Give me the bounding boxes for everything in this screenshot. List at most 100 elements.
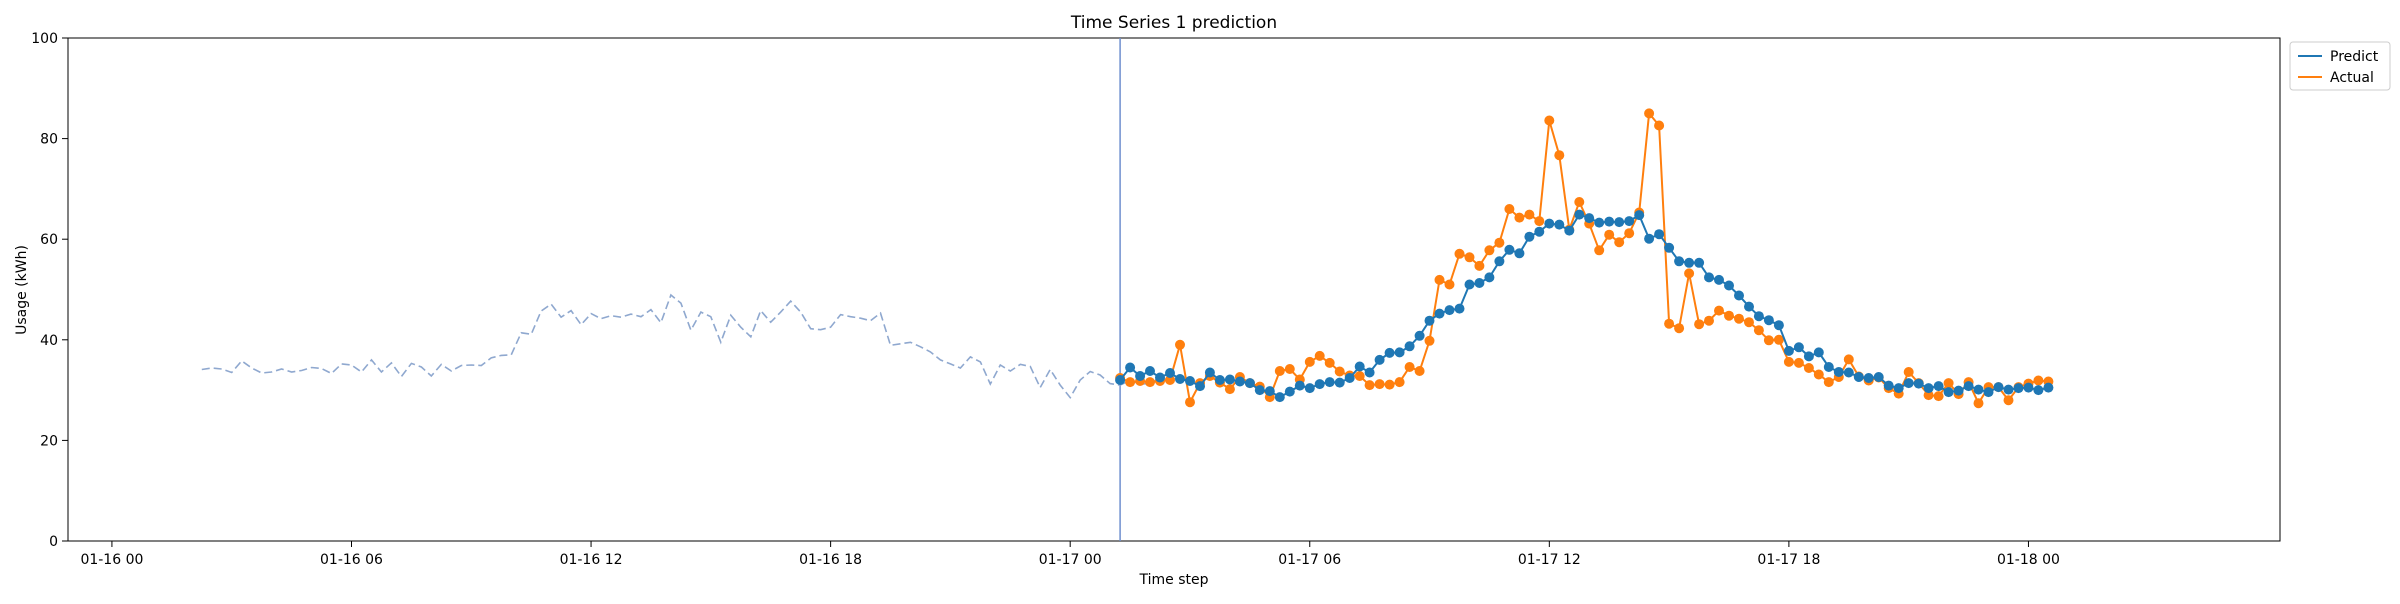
actual-point (1783, 356, 1794, 367)
legend: Predict Actual (2289, 41, 2391, 91)
predict-point (1724, 280, 1734, 291)
predict-point (1833, 367, 1844, 377)
predict-point (1244, 378, 1255, 389)
actual-point (1644, 108, 1655, 119)
predict-point (1604, 216, 1615, 227)
predict-point (1684, 257, 1695, 268)
predict-point (1704, 272, 1714, 283)
x-tick-label: 01-17 06 (1278, 552, 1341, 568)
predict-point (1694, 257, 1705, 268)
actual-point (1684, 268, 1695, 279)
legend-label-predict: Predict (2330, 49, 2379, 65)
predict-point (1773, 320, 1784, 331)
actual-point (1424, 335, 1435, 346)
predict-point (1983, 387, 1994, 398)
plot-frame (67, 37, 2281, 542)
predict-point (1753, 311, 1764, 322)
predict-point (1674, 256, 1685, 267)
predict-point (1344, 373, 1355, 383)
actual-point (1574, 197, 1585, 207)
actual-point (1813, 369, 1824, 380)
predict-point (1664, 242, 1675, 253)
actual-point (1494, 237, 1505, 248)
predict-point (1135, 371, 1146, 381)
predict-point (1534, 226, 1545, 237)
x-tick-label: 01-18 00 (1997, 552, 2060, 568)
actual-point (1165, 375, 1175, 385)
actual-point (1334, 366, 1345, 377)
actual-point (1714, 305, 1724, 316)
predict-point (1594, 217, 1605, 228)
actual-point (1923, 390, 1934, 401)
actual-point (1404, 362, 1415, 372)
predict-point (1454, 303, 1465, 314)
predict-point (1863, 373, 1874, 383)
predict-point (1963, 381, 1974, 392)
actual-point (1654, 120, 1665, 131)
predict-point (1115, 375, 1126, 385)
legend-label-actual: Actual (2330, 70, 2374, 86)
actual-point (1763, 335, 1774, 346)
actual-point (1324, 357, 1335, 368)
actual-point (1364, 380, 1375, 391)
predict-point (1953, 385, 1964, 396)
x-tick-label: 01-16 12 (560, 552, 623, 568)
predict-point (1125, 362, 1136, 373)
x-axis-title: Time step (1139, 572, 1209, 588)
predict-point (1414, 330, 1425, 341)
predict-point (1274, 392, 1285, 403)
predict-point (1434, 308, 1445, 319)
predict-point (1294, 380, 1305, 391)
predict-point (1524, 231, 1535, 242)
predict-point (1224, 374, 1235, 385)
predict-point (1155, 372, 1165, 383)
predict-point (1444, 305, 1455, 316)
actual-point (1843, 354, 1854, 365)
actual-point (1145, 377, 1155, 388)
predict-point (1464, 279, 1475, 290)
predict-point (1324, 377, 1335, 388)
predict-point (1913, 378, 1924, 389)
actual-point (1374, 379, 1385, 390)
actual-point (1304, 356, 1315, 367)
predict-point (1284, 386, 1295, 397)
actual-point (1734, 313, 1744, 324)
predict-point (1504, 244, 1515, 255)
history-line (201, 293, 1181, 400)
actual-point (1614, 237, 1625, 248)
predict-point (1654, 229, 1665, 240)
predict-point (1744, 301, 1754, 312)
predict-point (1564, 225, 1575, 236)
predict-point (1793, 342, 1804, 353)
actual-point (1753, 325, 1764, 336)
predict-point (1574, 209, 1585, 220)
predict-point (1334, 377, 1345, 388)
actual-point (1504, 204, 1515, 214)
actual-point (1594, 245, 1605, 256)
actual-point (1604, 229, 1615, 240)
predict-point (1474, 278, 1485, 288)
y-tick-label: 0 (49, 534, 58, 550)
predict-point (1933, 381, 1944, 392)
chart-title: Time Series 1 prediction (1070, 13, 1277, 33)
actual-point (1524, 209, 1535, 220)
actual-point (1514, 212, 1525, 223)
predict-point (1554, 219, 1565, 230)
predict-point (1165, 368, 1175, 378)
predict-point (1384, 347, 1395, 358)
predict-point (2043, 382, 2054, 393)
actual-point (1384, 379, 1395, 390)
actual-series (1115, 108, 2054, 409)
actual-point (1674, 323, 1685, 334)
predict-point (1973, 384, 1984, 395)
actual-point (2003, 395, 2014, 406)
y-tick-label: 100 (31, 31, 58, 47)
predict-point (2013, 383, 2024, 394)
predict-point (1993, 382, 2004, 393)
actual-point (1224, 384, 1235, 395)
actual-point (1554, 150, 1565, 161)
actual-point (1933, 391, 1944, 402)
predict-point (1364, 367, 1375, 378)
actual-point (1724, 310, 1734, 321)
